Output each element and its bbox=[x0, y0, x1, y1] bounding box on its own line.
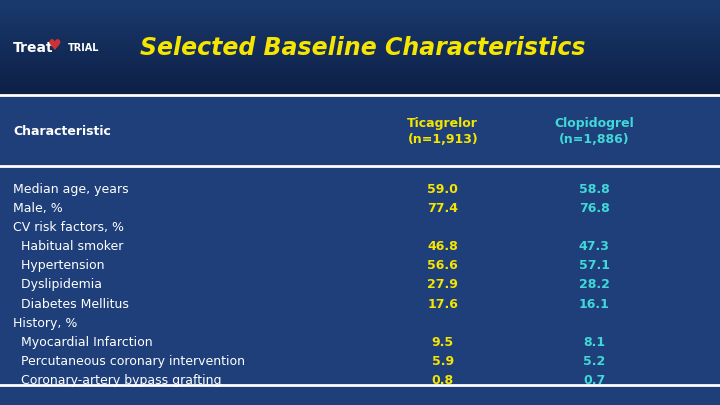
Bar bbox=[0, 17, 720, 19]
Bar bbox=[0, 61, 720, 63]
Bar bbox=[0, 40, 720, 42]
Bar bbox=[0, 92, 720, 93]
Text: TRIAL: TRIAL bbox=[68, 43, 99, 53]
Bar bbox=[0, 66, 720, 68]
Text: 16.1: 16.1 bbox=[579, 298, 609, 311]
Bar bbox=[0, 21, 720, 23]
Text: 47.3: 47.3 bbox=[579, 240, 609, 253]
Bar bbox=[0, 53, 720, 55]
Text: CV risk factors, %: CV risk factors, % bbox=[13, 221, 124, 234]
Bar bbox=[0, 57, 720, 59]
Bar bbox=[0, 49, 720, 51]
Text: ♥: ♥ bbox=[48, 38, 60, 53]
Bar bbox=[0, 93, 720, 95]
Text: Diabetes Mellitus: Diabetes Mellitus bbox=[13, 298, 129, 311]
Text: Selected Baseline Characteristics: Selected Baseline Characteristics bbox=[140, 36, 586, 60]
Bar bbox=[0, 42, 720, 44]
Bar bbox=[0, 32, 720, 34]
Bar bbox=[0, 38, 720, 40]
Bar bbox=[0, 78, 720, 80]
Text: 8.1: 8.1 bbox=[583, 336, 605, 349]
Bar bbox=[0, 59, 720, 61]
Bar bbox=[0, 8, 720, 10]
Bar bbox=[0, 70, 720, 72]
Bar bbox=[0, 85, 720, 87]
Text: Percutaneous coronary intervention: Percutaneous coronary intervention bbox=[13, 355, 245, 368]
Text: Myocardial Infarction: Myocardial Infarction bbox=[13, 336, 153, 349]
Text: Male, %: Male, % bbox=[13, 202, 63, 215]
Bar bbox=[0, 27, 720, 28]
Text: Median age, years: Median age, years bbox=[13, 183, 129, 196]
Bar bbox=[0, 74, 720, 76]
Text: History, %: History, % bbox=[13, 317, 77, 330]
Bar bbox=[0, 65, 720, 66]
Text: 5.2: 5.2 bbox=[583, 355, 605, 368]
Bar bbox=[0, 2, 720, 4]
Bar bbox=[0, 19, 720, 21]
Text: Coronary-artery bypass grafting: Coronary-artery bypass grafting bbox=[13, 374, 222, 387]
Text: 77.4: 77.4 bbox=[427, 202, 459, 215]
Bar bbox=[0, 87, 720, 90]
Bar bbox=[0, 76, 720, 78]
Text: 9.5: 9.5 bbox=[432, 336, 454, 349]
Bar bbox=[0, 95, 720, 405]
Text: 28.2: 28.2 bbox=[579, 278, 609, 291]
Text: 0.7: 0.7 bbox=[583, 374, 605, 387]
Text: 58.8: 58.8 bbox=[579, 183, 609, 196]
Bar bbox=[0, 23, 720, 25]
Bar bbox=[0, 34, 720, 36]
Text: Dyslipidemia: Dyslipidemia bbox=[13, 278, 102, 291]
Bar bbox=[0, 51, 720, 53]
Bar bbox=[0, 47, 720, 49]
Text: 17.6: 17.6 bbox=[428, 298, 458, 311]
Text: Ticagrelor
(n=1,913): Ticagrelor (n=1,913) bbox=[408, 117, 478, 146]
Bar bbox=[0, 13, 720, 15]
Bar bbox=[0, 82, 720, 84]
Bar bbox=[0, 30, 720, 32]
Bar bbox=[0, 80, 720, 82]
Bar bbox=[0, 44, 720, 46]
Bar bbox=[0, 9, 720, 11]
Bar bbox=[0, 11, 720, 13]
Text: 46.8: 46.8 bbox=[428, 240, 458, 253]
Bar bbox=[0, 46, 720, 48]
Text: Treat: Treat bbox=[13, 40, 53, 55]
Text: Habitual smoker: Habitual smoker bbox=[13, 240, 123, 253]
Bar bbox=[0, 84, 720, 86]
Text: 0.8: 0.8 bbox=[432, 374, 454, 387]
Bar bbox=[0, 15, 720, 17]
Bar bbox=[0, 25, 720, 27]
Text: Hypertension: Hypertension bbox=[13, 259, 104, 272]
Bar bbox=[0, 63, 720, 65]
Text: 59.0: 59.0 bbox=[428, 183, 458, 196]
Bar bbox=[0, 0, 720, 2]
Bar bbox=[0, 36, 720, 38]
Text: 76.8: 76.8 bbox=[579, 202, 609, 215]
Text: 27.9: 27.9 bbox=[428, 278, 458, 291]
Bar bbox=[0, 90, 720, 92]
Bar bbox=[0, 28, 720, 30]
Bar bbox=[0, 6, 720, 8]
Bar bbox=[0, 68, 720, 70]
Text: 5.9: 5.9 bbox=[432, 355, 454, 368]
Bar bbox=[0, 55, 720, 57]
Bar bbox=[0, 72, 720, 74]
Text: 56.6: 56.6 bbox=[428, 259, 458, 272]
Text: Clopidogrel
(n=1,886): Clopidogrel (n=1,886) bbox=[554, 117, 634, 146]
Text: Characteristic: Characteristic bbox=[13, 125, 111, 138]
Text: 57.1: 57.1 bbox=[578, 259, 610, 272]
Bar bbox=[0, 4, 720, 6]
